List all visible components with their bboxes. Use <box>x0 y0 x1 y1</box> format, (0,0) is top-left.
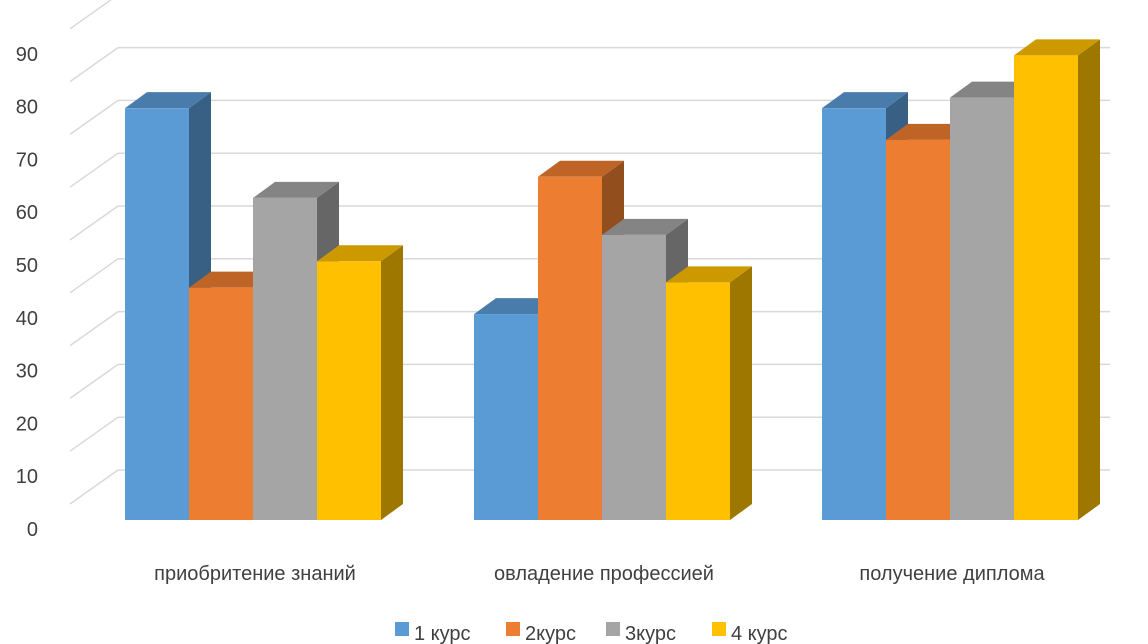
x-axis-categories: приобритение знаний овладение профессией п… <box>154 563 1045 585</box>
bar-side-0-3 <box>381 245 403 520</box>
bars <box>125 39 1100 521</box>
legend-swatch-2 <box>606 622 620 636</box>
bar-0-2 <box>253 197 317 521</box>
bar-top-1-1 <box>538 160 624 177</box>
y-tick-label-20: 20 <box>16 413 38 435</box>
x-category-label-1: овладение профессией <box>494 563 714 585</box>
legend-label-3: 4 курс <box>731 623 788 644</box>
bar-1-1 <box>538 176 602 521</box>
gridline-edge-30 <box>69 310 119 347</box>
bar-1-2 <box>602 234 666 520</box>
y-tick-label-0: 0 <box>27 519 38 541</box>
y-tick-label-70: 70 <box>16 149 38 171</box>
x-category-label-0: приобритение знаний <box>154 563 356 585</box>
gridline-edge-20 <box>69 363 119 400</box>
legend-swatch-1 <box>506 622 520 636</box>
y-tick-label-40: 40 <box>16 308 38 330</box>
bar-2-3 <box>1014 55 1078 521</box>
gridline-edge-70 <box>69 99 119 136</box>
gridline-edge-60 <box>69 152 119 188</box>
bar-side-2-3 <box>1078 39 1100 521</box>
bar-2-0 <box>822 108 886 520</box>
bar-0-0 <box>125 108 189 520</box>
y-tick-label-90: 90 <box>16 44 38 66</box>
legend-label-1: 2курс <box>525 623 576 644</box>
legend-swatch-0 <box>395 622 409 636</box>
gridline-edge-50 <box>69 205 119 241</box>
bar-top-2-0 <box>822 92 908 109</box>
gridline-edge-40 <box>69 258 119 294</box>
bar-top-0-0 <box>125 92 211 109</box>
bar-top-1-3 <box>666 266 752 283</box>
legend-swatch-3 <box>712 622 726 636</box>
bar-1-0 <box>474 314 538 520</box>
bar-2-2 <box>950 97 1014 520</box>
bar-top-1-2 <box>602 218 688 235</box>
legend-label-0: 1 курс <box>414 623 471 644</box>
bar-0-1 <box>189 287 253 520</box>
y-tick-label-30: 30 <box>16 361 38 383</box>
bar-0-3 <box>317 261 381 520</box>
y-tick-label-10: 10 <box>16 466 38 488</box>
bar-1-3 <box>666 282 730 520</box>
bar-side-1-3 <box>730 266 752 520</box>
y-tick-label-60: 60 <box>16 202 38 224</box>
bar-top-2-3 <box>1014 39 1100 56</box>
legend: 1 курс 2курс 3курс 4 курс <box>395 622 788 644</box>
x-category-label-2: получение диплома <box>859 563 1045 585</box>
bar-top-0-3 <box>317 245 403 262</box>
y-axis-ticks: 0 10 20 30 40 50 60 70 80 90 <box>16 44 38 541</box>
gridline-edge-0 <box>69 469 119 505</box>
bar-top-0-2 <box>253 181 339 198</box>
y-tick-label-50: 50 <box>16 255 38 277</box>
gridline-edge-90 <box>69 0 112 30</box>
legend-label-2: 3курс <box>625 623 676 644</box>
bar-2-1 <box>886 139 950 520</box>
gridline-edge-10 <box>69 416 119 452</box>
y-tick-label-80: 80 <box>16 97 38 119</box>
gridline-edge-80 <box>69 46 119 83</box>
